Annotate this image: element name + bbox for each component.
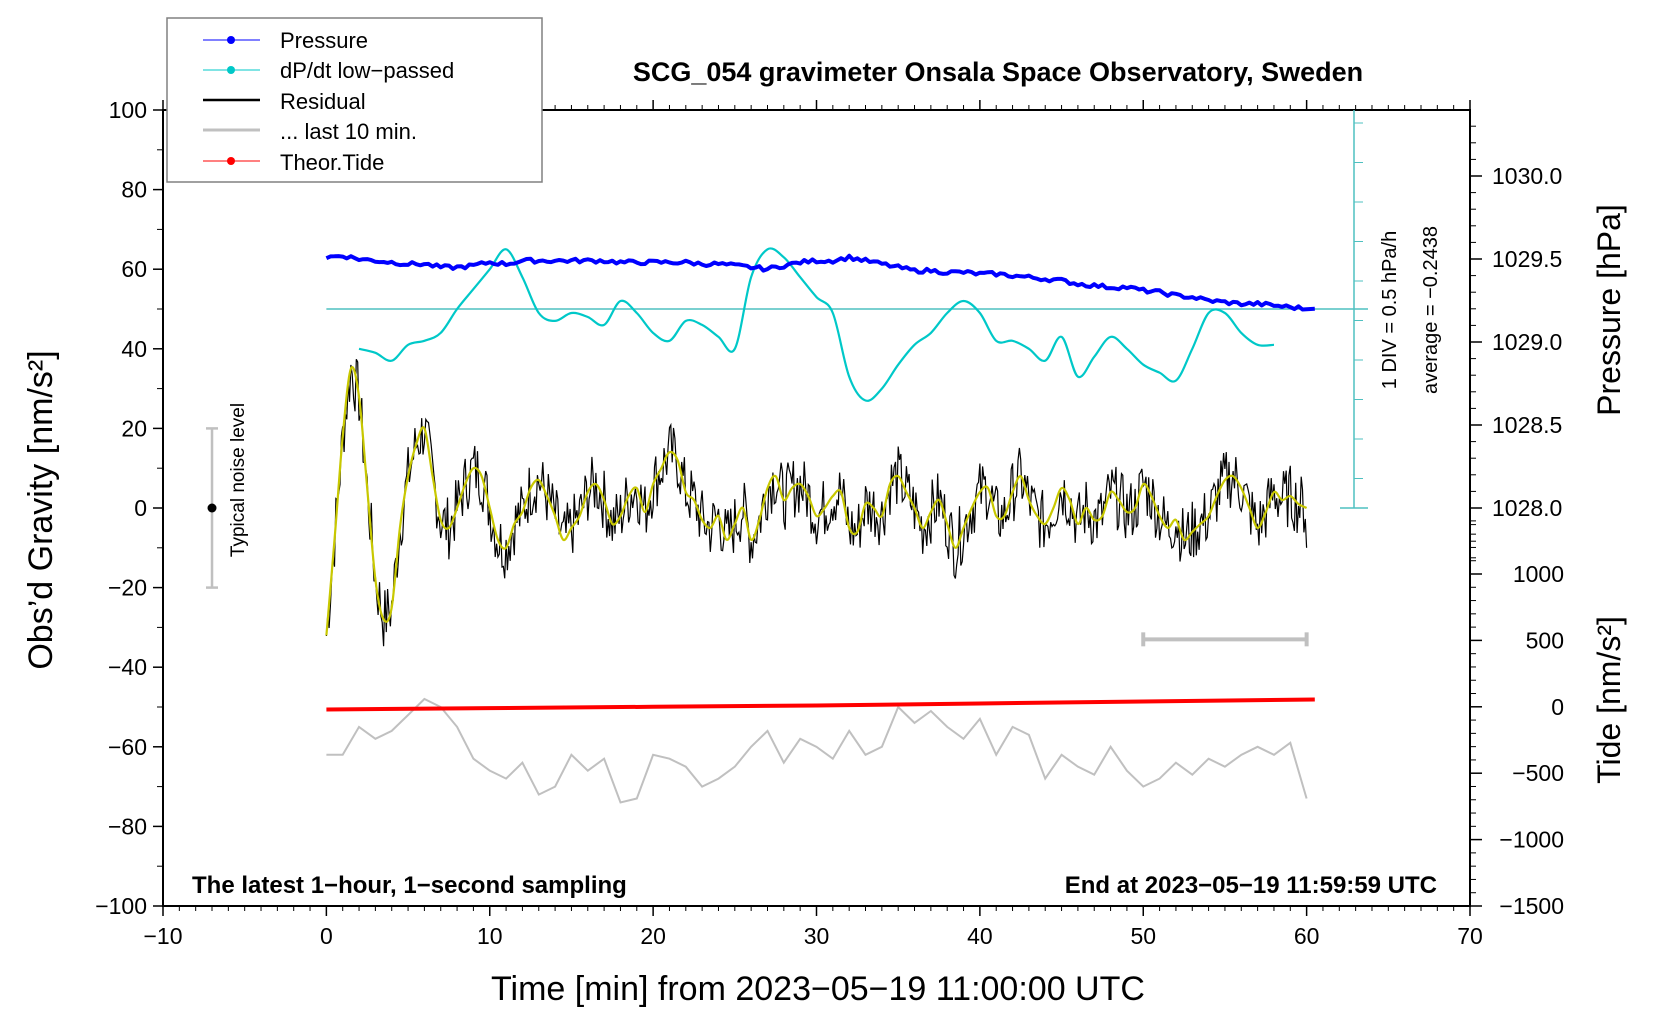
noise-level-center-dot	[207, 503, 217, 513]
y-tick-label: 100	[109, 97, 147, 123]
tide-tick-label: −500	[1512, 760, 1564, 786]
x-tick-label: 60	[1294, 923, 1320, 949]
legend: Pressure dP/dt low−passed Residual ... l…	[166, 17, 543, 183]
series-last-10-min-line	[326, 697, 1308, 804]
annotation-noise-level: Typical noise level	[228, 403, 249, 557]
legend-entry-dpdt: dP/dt low−passed	[203, 58, 454, 83]
tide-tick-label: 500	[1526, 627, 1564, 653]
x-tick-label: 40	[967, 923, 993, 949]
pressure-tick-label: 1030.0	[1492, 163, 1562, 189]
y-tick-label: −60	[108, 734, 147, 760]
x-tick-label: −10	[143, 923, 182, 949]
tide-tick-label: 0	[1551, 694, 1564, 720]
y-tick-label: 60	[121, 256, 147, 282]
series-tide-line	[326, 697, 1315, 712]
series-pressure-line	[325, 253, 1315, 312]
pressure-tick-label: 1028.5	[1492, 412, 1562, 438]
annotation-sampling: The latest 1−hour, 1−second sampling	[192, 872, 627, 899]
annotation-end-time: End at 2023−05−19 11:59:59 UTC	[1065, 872, 1437, 899]
legend-entry-last10: ... last 10 min.	[203, 119, 417, 144]
x-tick-label: 0	[320, 923, 333, 949]
y-tick-label: −80	[108, 813, 147, 839]
legend-entry-residual: Residual	[203, 89, 366, 114]
y-tick-label: −20	[108, 575, 147, 601]
x-tick-label: 50	[1130, 923, 1156, 949]
y-tick-label: 0	[134, 495, 147, 521]
legend-label-residual: Residual	[280, 89, 366, 114]
x-tick-label: 10	[477, 923, 503, 949]
x-tick-label: 30	[804, 923, 830, 949]
legend-label-last10: ... last 10 min.	[280, 119, 417, 144]
annotation-dpdt-average: average = −0.2438	[1420, 226, 1442, 394]
pressure-tick-label: 1029.5	[1492, 246, 1562, 272]
x-tick-label: 70	[1457, 923, 1483, 949]
legend-marker-dpdt	[227, 66, 235, 74]
plot-area-border	[162, 109, 1471, 907]
plot-frame	[162, 109, 1471, 907]
legend-label-tide: Theor.Tide	[280, 150, 384, 175]
tide-tick-label: 1000	[1513, 561, 1564, 587]
tide-tick-label: −1000	[1499, 827, 1564, 853]
legend-marker-pressure	[227, 36, 235, 44]
pressure-tick-label: 1028.0	[1492, 495, 1562, 521]
y-axis-label-left: Obs’d Gravity [nm/s²]	[22, 350, 60, 669]
legend-entry-tide: Theor.Tide	[203, 150, 384, 175]
y-tick-label: 20	[121, 415, 147, 441]
y-tick-label: −40	[108, 654, 147, 680]
legend-marker-tide	[227, 157, 235, 165]
y-tick-label: 80	[121, 177, 147, 203]
chart-title: SCG_054 gravimeter Onsala Space Observat…	[633, 57, 1363, 87]
y-axis-label-pressure: Pressure [hPa]	[1591, 204, 1627, 416]
y-axis-label-tide: Tide [nm/s²]	[1591, 616, 1627, 784]
axes-layer: −10 0 10 20 30 40 50 60 70100806040200−20−40−60−…	[95, 97, 1564, 949]
x-axis-label: Time [min] from 2023−05−19 11:00:00 UTC	[491, 970, 1145, 1008]
tide-tick-label: −1500	[1499, 893, 1564, 919]
x-tick-label: 20	[640, 923, 666, 949]
series-layer	[206, 247, 1368, 804]
legend-entry-pressure: Pressure	[203, 28, 368, 53]
legend-label-pressure: Pressure	[280, 28, 368, 53]
series-dpdt-line	[358, 247, 1275, 402]
series-residual-smoothed-line	[325, 366, 1308, 636]
series-residual-line	[325, 359, 1308, 647]
annotation-dpdt-scale: 1 DIV = 0.5 hPa/h	[1379, 231, 1401, 389]
legend-label-dpdt: dP/dt low−passed	[280, 58, 454, 83]
y-tick-label: 40	[121, 336, 147, 362]
pressure-tick-label: 1029.0	[1492, 329, 1562, 355]
y-tick-label: −100	[95, 893, 147, 919]
